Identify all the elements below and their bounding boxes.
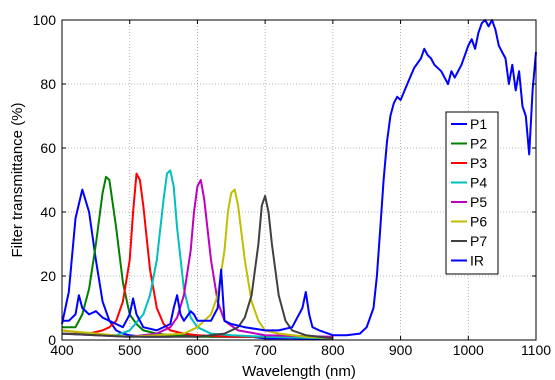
series-line-p7: [61, 195, 334, 340]
series-lines: [61, 19, 537, 340]
legend-label-ir: IR: [470, 253, 484, 269]
y-tick-label: 100: [33, 12, 57, 28]
x-tick-label: 900: [389, 342, 413, 358]
legend-label-p1: P1: [470, 116, 487, 132]
y-tick-label: 60: [40, 140, 56, 156]
legend-label-p4: P4: [470, 175, 487, 191]
y-tick-label: 0: [48, 332, 56, 348]
x-tick-label: 1000: [453, 342, 484, 358]
legend-label-p7: P7: [470, 233, 487, 249]
x-tick-label: 800: [321, 342, 345, 358]
legend-label-p6: P6: [470, 214, 487, 230]
x-tick-label: 700: [253, 342, 277, 358]
axis-ticks: 400 500 600 700 800 900 1000 1100 0 20 40 60 80 100: [33, 12, 552, 358]
x-tick-label: 1100: [521, 342, 551, 358]
y-axis-label: Filter transmittance (%): [9, 102, 26, 257]
series-line-ir: [62, 19, 537, 337]
legend-label-p2: P2: [470, 136, 487, 152]
legend-label-p3: P3: [470, 155, 487, 171]
series-line-p3: [61, 172, 333, 340]
x-axis-label: Wavelength (nm): [242, 363, 356, 380]
legend-box: [445, 111, 499, 275]
x-tick-label: 600: [186, 342, 210, 358]
legend-label-p5: P5: [470, 194, 487, 210]
y-tick-label: 40: [40, 204, 56, 220]
x-tick-label: 400: [50, 342, 74, 358]
axes-frame: [61, 19, 537, 341]
x-tick-label: 500: [118, 342, 142, 358]
legend: P1 P2 P3 P4 P5 P6 P7 IR: [445, 111, 499, 275]
y-tick-label: 20: [40, 268, 56, 284]
y-tick-label: 80: [40, 76, 56, 92]
